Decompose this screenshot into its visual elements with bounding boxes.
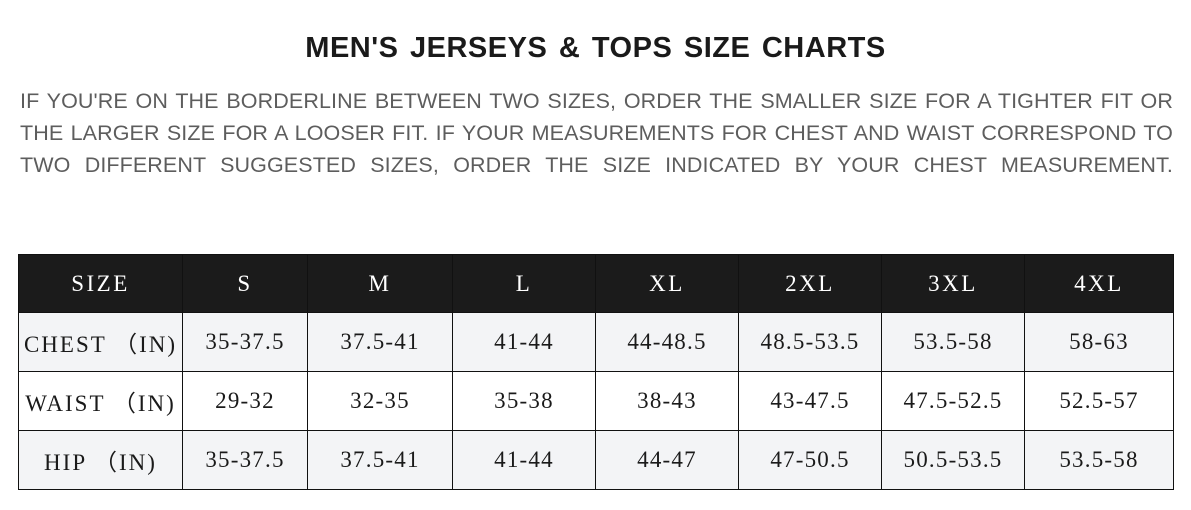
cell-hip-4xl: 53.5-58 — [1024, 430, 1174, 490]
row-label-chest: CHEST （IN) — [18, 312, 183, 372]
cell-chest-xl: 44-48.5 — [595, 312, 739, 372]
cell-chest-l: 41-44 — [452, 312, 596, 372]
cell-waist-m: 32-35 — [307, 371, 453, 431]
cell-waist-l: 35-38 — [452, 371, 596, 431]
cell-waist-xl: 38-43 — [595, 371, 739, 431]
row-label-hip: HIP （IN) — [18, 430, 183, 490]
cell-hip-s: 35-37.5 — [182, 430, 308, 490]
table-body: CHEST （IN) 35-37.5 37.5-41 41-44 44-48.5… — [18, 312, 1174, 490]
column-header-l: L — [452, 254, 596, 313]
column-header-2xl: 2XL — [738, 254, 882, 313]
cell-hip-xl: 44-47 — [595, 430, 739, 490]
cell-chest-2xl: 48.5-53.5 — [738, 312, 882, 372]
table-row: WAIST （IN) 29-32 32-35 35-38 38-43 43-47… — [18, 371, 1174, 431]
cell-hip-2xl: 47-50.5 — [738, 430, 882, 490]
column-header-xl: XL — [595, 254, 739, 313]
table-row: HIP （IN) 35-37.5 37.5-41 41-44 44-47 47-… — [18, 430, 1174, 490]
cell-waist-4xl: 52.5-57 — [1024, 371, 1174, 431]
cell-waist-s: 29-32 — [182, 371, 308, 431]
cell-hip-m: 37.5-41 — [307, 430, 453, 490]
table-header: SIZE S M L XL 2XL 3XL 4XL — [18, 254, 1174, 313]
page-title: MEN'S JERSEYS & TOPS SIZE CHARTS — [305, 32, 886, 64]
column-header-3xl: 3XL — [881, 254, 1025, 313]
intro-paragraph: IF YOU'RE ON THE BORDERLINE BETWEEN TWO … — [20, 89, 1173, 177]
table-row: CHEST （IN) 35-37.5 37.5-41 41-44 44-48.5… — [18, 312, 1174, 372]
size-table-container: SIZE S M L XL 2XL 3XL 4XL CHEST （IN) 35-… — [18, 254, 1174, 490]
column-header-size: SIZE — [18, 254, 183, 313]
row-label-waist: WAIST （IN) — [18, 371, 183, 431]
column-header-4xl: 4XL — [1024, 254, 1174, 313]
cell-chest-4xl: 58-63 — [1024, 312, 1174, 372]
cell-hip-3xl: 50.5-53.5 — [881, 430, 1025, 490]
cell-waist-3xl: 47.5-52.5 — [881, 371, 1025, 431]
size-table: SIZE S M L XL 2XL 3XL 4XL CHEST （IN) 35-… — [18, 254, 1174, 490]
cell-waist-2xl: 43-47.5 — [738, 371, 882, 431]
column-header-m: M — [307, 254, 453, 313]
column-header-s: S — [182, 254, 308, 313]
table-header-row: SIZE S M L XL 2XL 3XL 4XL — [18, 254, 1174, 313]
cell-chest-s: 35-37.5 — [182, 312, 308, 372]
cell-chest-m: 37.5-41 — [307, 312, 453, 372]
cell-hip-l: 41-44 — [452, 430, 596, 490]
cell-chest-3xl: 53.5-58 — [881, 312, 1025, 372]
